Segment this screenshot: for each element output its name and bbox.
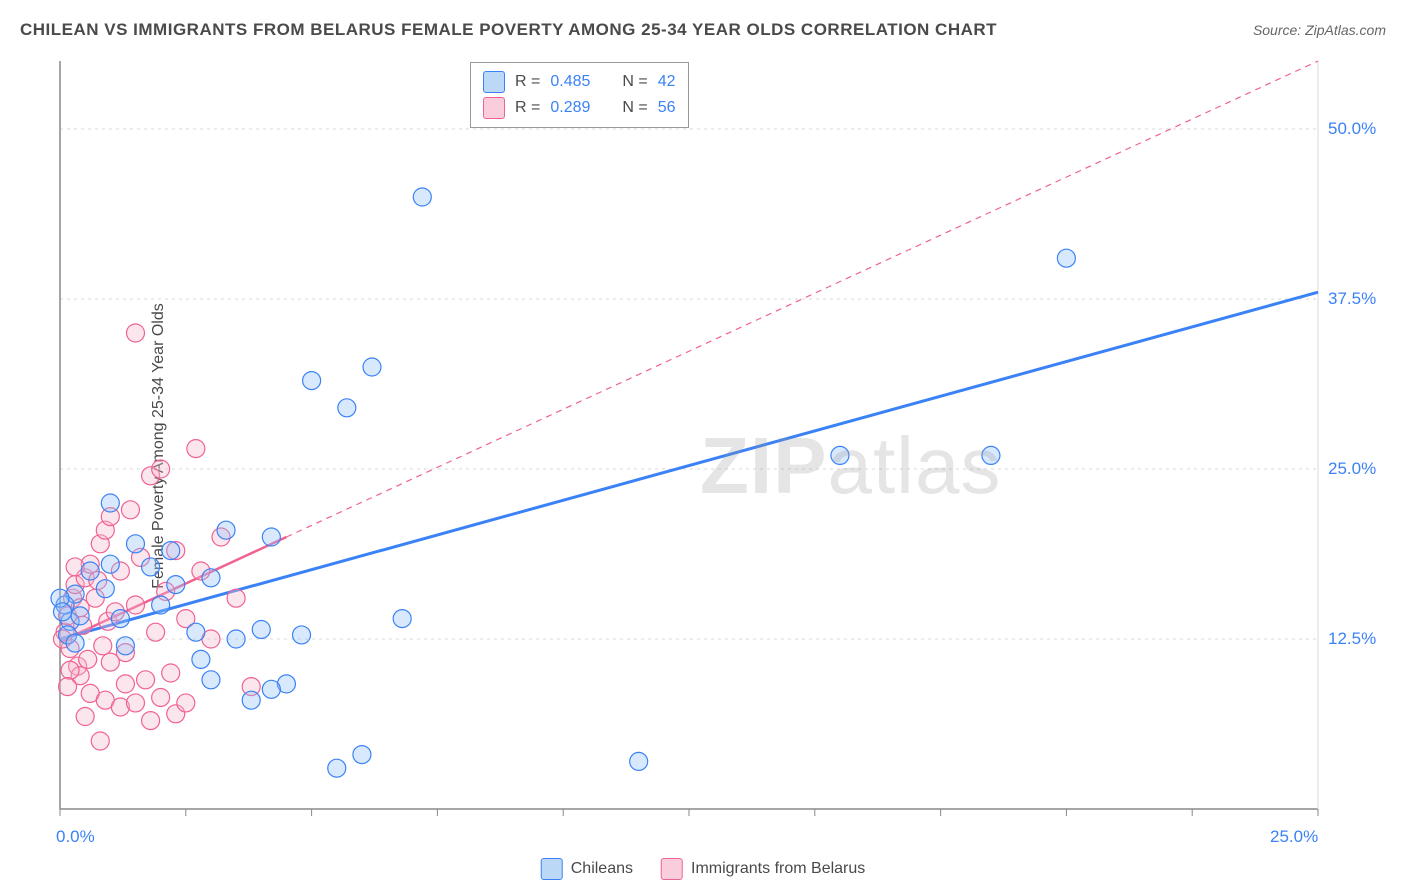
stats-r-label: R = bbox=[515, 95, 540, 121]
legend-label-chileans: Chileans bbox=[571, 860, 633, 877]
stats-r-belarus: 0.289 bbox=[550, 95, 590, 121]
stats-swatch-belarus bbox=[483, 97, 505, 119]
stats-n-chileans: 42 bbox=[658, 69, 676, 95]
legend-item-chileans: Chileans bbox=[541, 858, 633, 880]
y-tick-label: 50.0% bbox=[1328, 119, 1376, 139]
legend-swatch-chileans bbox=[541, 858, 563, 880]
stats-r-label: R = bbox=[515, 69, 540, 95]
legend-item-belarus: Immigrants from Belarus bbox=[661, 858, 865, 880]
source-citation: Source: ZipAtlas.com bbox=[1253, 22, 1386, 38]
stats-n-label: N = bbox=[622, 69, 647, 95]
stats-row-chileans: R = 0.485 N = 42 bbox=[483, 69, 676, 95]
correlation-stats-box: R = 0.485 N = 42 R = 0.289 N = 56 bbox=[470, 62, 689, 128]
y-tick-label: 12.5% bbox=[1328, 629, 1376, 649]
chart-title: CHILEAN VS IMMIGRANTS FROM BELARUS FEMAL… bbox=[20, 20, 997, 40]
y-tick-label: 37.5% bbox=[1328, 289, 1376, 309]
legend-bottom: Chileans Immigrants from Belarus bbox=[541, 858, 866, 880]
y-tick-label: 25.0% bbox=[1328, 459, 1376, 479]
legend-swatch-belarus bbox=[661, 858, 683, 880]
stats-r-chileans: 0.485 bbox=[550, 69, 590, 95]
stats-swatch-chileans bbox=[483, 71, 505, 93]
x-tick-label: 25.0% bbox=[1270, 827, 1318, 847]
scatter-plot bbox=[48, 55, 1388, 835]
legend-label-belarus: Immigrants from Belarus bbox=[691, 860, 865, 877]
chart-container: CHILEAN VS IMMIGRANTS FROM BELARUS FEMAL… bbox=[0, 0, 1406, 892]
x-tick-label: 0.0% bbox=[56, 827, 95, 847]
stats-n-label: N = bbox=[622, 95, 647, 121]
stats-n-belarus: 56 bbox=[658, 95, 676, 121]
stats-row-belarus: R = 0.289 N = 56 bbox=[483, 95, 676, 121]
